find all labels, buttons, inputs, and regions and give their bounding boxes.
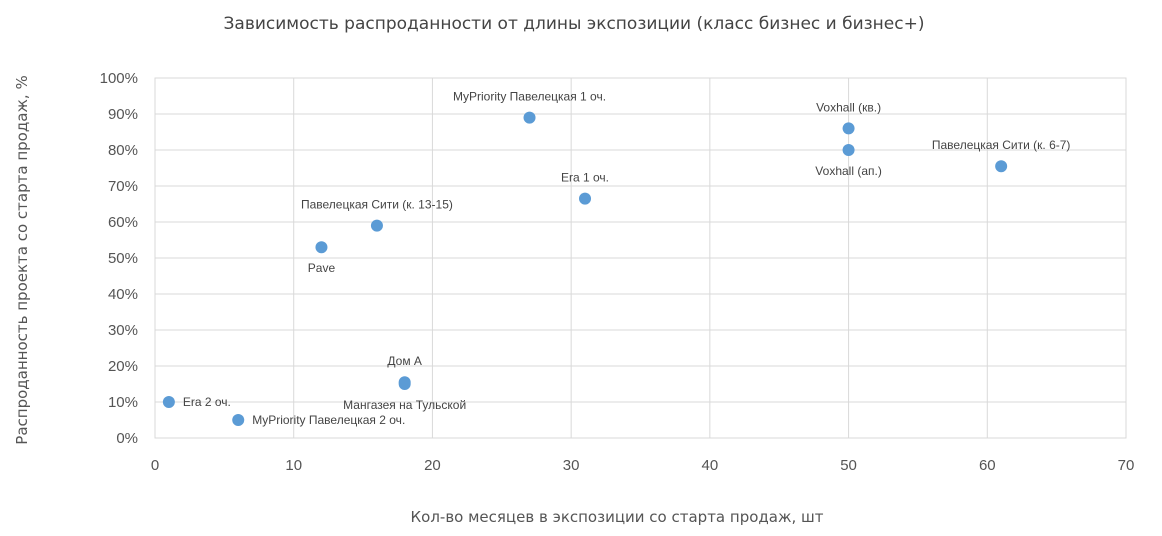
y-tick-label: 20%: [108, 358, 138, 375]
data-label: Дом А: [387, 354, 422, 368]
data-point: [579, 192, 592, 205]
data-label: Мангазея на Тульской: [343, 398, 466, 412]
data-point: [232, 414, 245, 426]
x-tick-label: 20: [424, 457, 441, 474]
data-label: Павелецкая Сити (к. 13-15): [301, 198, 453, 212]
data-label: Voxhall (кв.): [816, 100, 881, 114]
y-tick-label: 60%: [108, 214, 138, 231]
x-tick-label: 50: [840, 457, 857, 474]
y-axis-ticks: 0% 10% 20% 30% 40% 50% 60% 70% 80% 90% 100%: [100, 70, 138, 447]
y-tick-label: 10%: [108, 394, 138, 411]
gridlines: [154, 77, 1127, 439]
data-label: MyPriority Павелецкая 2 оч.: [252, 413, 405, 427]
y-tick-label: 90%: [108, 106, 138, 123]
y-tick-label: 80%: [108, 142, 138, 159]
data-point: [315, 241, 328, 254]
y-tick-label: 0%: [116, 430, 138, 447]
data-label: Павелецкая Сити (к. 6-7): [932, 138, 1071, 152]
data-point: [842, 144, 855, 156]
data-point: [370, 219, 383, 232]
y-tick-label: 50%: [108, 250, 138, 267]
y-tick-label: 70%: [108, 178, 138, 195]
y-tick-label: 40%: [108, 286, 138, 303]
data-labels: Era 2 оч. MyPriority Павелецкая 2 оч. Pave…: [183, 90, 1071, 427]
data-point: [995, 160, 1008, 173]
data-label: Era 2 оч.: [183, 395, 231, 409]
x-tick-label: 60: [979, 457, 996, 474]
x-tick-label: 40: [702, 457, 719, 474]
x-tick-label: 30: [563, 457, 580, 474]
x-tick-label: 70: [1118, 457, 1135, 474]
data-label: Pave: [308, 261, 336, 275]
data-point: [523, 111, 536, 124]
data-point: [398, 378, 411, 390]
data-label: Voxhall (ап.): [815, 164, 882, 178]
y-axis-title: Распроданность проекта со старта продаж,…: [13, 75, 31, 444]
x-tick-label: 10: [285, 457, 302, 474]
x-axis-title: Кол-во месяцев в экспозиции со старта пр…: [411, 508, 824, 526]
x-tick-label: 0: [151, 457, 159, 474]
data-point: [162, 396, 175, 408]
data-label: Era 1 оч.: [561, 171, 609, 185]
y-tick-label: 30%: [108, 322, 138, 339]
y-tick-label: 100%: [100, 70, 138, 87]
data-point: [842, 122, 855, 135]
x-axis-ticks: 0 10 20 30 40 50 60 70: [151, 457, 1135, 474]
data-points: [162, 111, 1008, 426]
data-label: MyPriority Павелецкая 1 оч.: [453, 90, 606, 104]
chart-title: Зависимость распроданности от длины эксп…: [224, 14, 925, 34]
plot-area-frame: [154, 77, 1127, 439]
